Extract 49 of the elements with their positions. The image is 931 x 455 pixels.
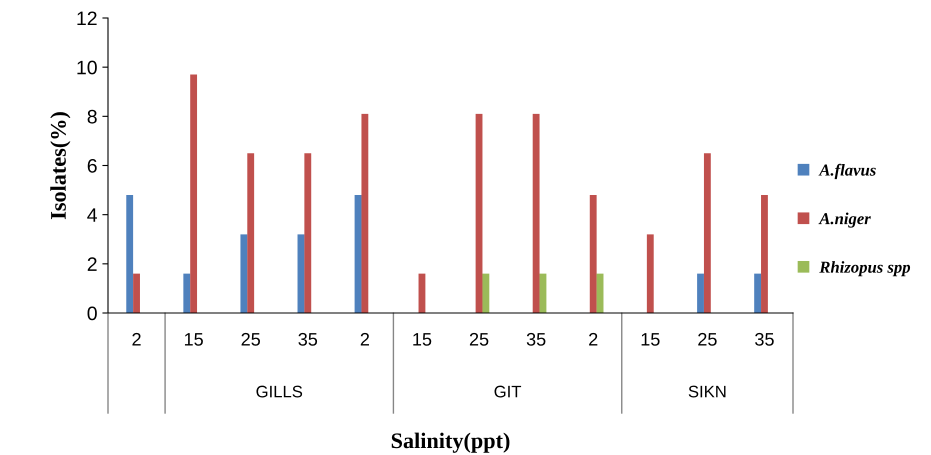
bar xyxy=(532,114,540,313)
x-tick-label: 35 xyxy=(298,332,318,346)
bar xyxy=(697,274,704,313)
legend-label: A.flavus xyxy=(818,164,876,180)
bar xyxy=(298,234,304,313)
y-tick-label: 4 xyxy=(87,208,98,222)
bar xyxy=(540,274,546,313)
y-tick-label: 0 xyxy=(88,306,97,320)
bar xyxy=(482,274,490,313)
y-tick-label: 2 xyxy=(88,257,97,271)
x-tick-label: 35 xyxy=(755,332,774,346)
bar xyxy=(183,274,190,313)
x-tick-label: 15 xyxy=(413,333,432,346)
x-tick-label: 25 xyxy=(470,332,488,346)
bar xyxy=(133,274,140,313)
bar xyxy=(476,114,482,313)
x-tick-label: 2 xyxy=(589,332,598,346)
text: GIT xyxy=(494,386,522,398)
bar xyxy=(596,274,604,313)
y-axis-title: Isolates(%) xyxy=(50,112,70,220)
bar xyxy=(190,74,198,313)
legend-label: Rhizopus spp xyxy=(819,261,910,276)
y-tick-label: 10 xyxy=(77,60,97,74)
x-tick-label: 15 xyxy=(184,333,203,346)
bar xyxy=(418,274,426,313)
bar xyxy=(761,195,768,313)
y-tick-label: 8 xyxy=(88,110,97,124)
bar xyxy=(754,274,762,313)
y-tick-label: 12 xyxy=(77,11,97,26)
x-tick-label: 2 xyxy=(132,332,141,346)
legend-label: A.niger xyxy=(818,212,871,228)
bar xyxy=(361,114,368,313)
x-tick-label: 15 xyxy=(642,333,660,346)
x-tick-label: 35 xyxy=(526,332,546,346)
bar xyxy=(354,195,362,313)
bar xyxy=(126,195,134,313)
y-tick-label: 6 xyxy=(88,158,97,173)
text: SIKN xyxy=(688,386,726,398)
bar xyxy=(704,153,711,313)
x-axis-title: Salinity(ppt) xyxy=(392,432,510,453)
bar xyxy=(590,195,597,313)
x-tick-label: 25 xyxy=(698,332,717,346)
x-tick-label: 2 xyxy=(360,332,369,346)
x-tick-label: 25 xyxy=(242,332,260,346)
bar xyxy=(646,234,654,313)
text: GILLS xyxy=(256,386,302,398)
bar xyxy=(240,234,248,313)
bar xyxy=(247,153,254,313)
bar xyxy=(304,153,312,313)
